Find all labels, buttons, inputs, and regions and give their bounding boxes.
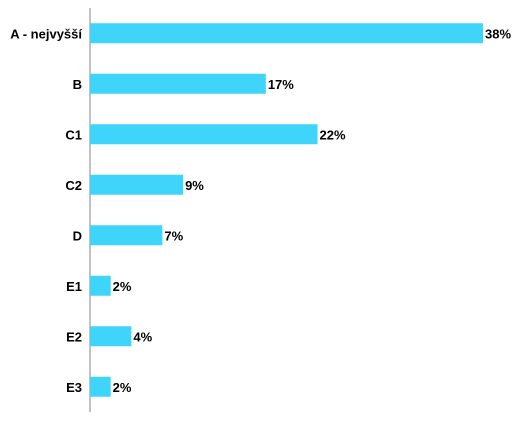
category-label-6: E2	[66, 329, 82, 344]
bar-3	[90, 174, 184, 195]
category-label-4: D	[73, 228, 82, 243]
value-label-1: 17%	[268, 77, 294, 92]
bars-group	[90, 23, 483, 397]
bar-5	[90, 275, 111, 296]
bar-2	[90, 124, 318, 145]
value-label-2: 22%	[320, 127, 346, 142]
category-labels-group: A - nejvyšší B C1 C2 D E1 E2 E3	[10, 26, 82, 395]
bar-1	[90, 73, 266, 94]
category-label-0: A - nejvyšší	[10, 26, 82, 41]
category-label-5: E1	[66, 279, 82, 294]
value-label-6: 4%	[133, 329, 152, 344]
bar-7	[90, 376, 111, 397]
value-label-5: 2%	[113, 279, 132, 294]
bar-0	[90, 23, 483, 44]
value-label-0: 38%	[485, 26, 511, 41]
category-label-3: C2	[65, 178, 82, 193]
category-label-1: B	[73, 77, 82, 92]
category-label-2: C1	[65, 127, 82, 142]
bar-6	[90, 326, 132, 347]
value-label-7: 2%	[113, 380, 132, 395]
value-labels-group: 38% 17% 22% 9% 7% 2% 4% 2%	[113, 26, 512, 395]
value-label-3: 9%	[185, 178, 204, 193]
value-label-4: 7%	[164, 228, 183, 243]
bar-4	[90, 225, 163, 246]
category-label-7: E3	[66, 380, 82, 395]
